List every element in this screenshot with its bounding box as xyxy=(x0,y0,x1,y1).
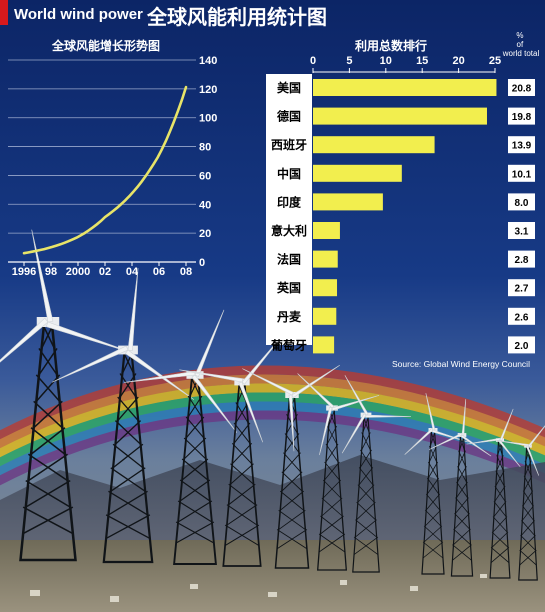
country-label: 丹麦 xyxy=(277,309,302,324)
wind-turbine xyxy=(428,399,492,577)
share-value: 2.8 xyxy=(515,255,529,266)
main-title: 全球风能利用统计图 xyxy=(146,5,327,29)
share-value: 2.0 xyxy=(515,341,529,352)
country-bar xyxy=(313,136,435,154)
line-chart-x-tick-label: 08 xyxy=(180,266,192,278)
wind-turbine xyxy=(297,373,380,571)
line-chart-y-tick-label: 20 xyxy=(199,228,211,240)
share-value: 19.8 xyxy=(512,112,532,123)
share-cell xyxy=(508,107,535,125)
share-cell xyxy=(508,164,535,182)
line-chart-y-tick-label: 0 xyxy=(199,257,205,269)
line-chart-title: 全球风能增长形势图 xyxy=(51,38,160,53)
country-bar xyxy=(313,307,337,325)
share-cell xyxy=(508,222,535,239)
line-chart-x-tick-label: 06 xyxy=(153,266,165,278)
country-bar xyxy=(313,250,338,268)
share-cell xyxy=(508,336,535,354)
country-label: 西班牙 xyxy=(271,137,307,152)
share-header-line-3: world total xyxy=(502,49,540,58)
share-value: 2.6 xyxy=(515,312,529,323)
wind-turbine xyxy=(496,425,545,581)
bar-chart-title: 利用总数排行 xyxy=(355,38,427,53)
wind-turbine xyxy=(51,268,195,564)
wind-turbine xyxy=(466,408,521,579)
bar-chart-x-tick-label: 0 xyxy=(310,55,316,67)
share-header-line-1: % xyxy=(516,31,523,40)
brand-title: World wind power xyxy=(14,6,143,23)
country-label: 英国 xyxy=(277,280,301,295)
share-value: 8.0 xyxy=(515,198,529,209)
share-cell xyxy=(508,79,535,96)
share-value: 13.9 xyxy=(512,141,532,152)
line-chart-y-axis: 0 20 40 60 80 100 120 140 xyxy=(199,55,217,269)
wind-turbine xyxy=(179,333,285,567)
share-value: 20.8 xyxy=(512,84,532,95)
country-bar xyxy=(313,222,340,239)
line-chart-x-tick-label: 2000 xyxy=(66,266,90,278)
wind-turbine xyxy=(0,229,137,562)
source-note: Source: Global Wind Energy Council xyxy=(392,359,530,369)
line-chart-y-tick-label: 80 xyxy=(199,142,211,154)
share-column: % of world total 20.8 19.8 13.9 10.1 8.0 3.1 2… xyxy=(502,31,540,354)
share-cell xyxy=(508,136,535,154)
header-accent-bar xyxy=(0,0,8,25)
share-column-header: % of world total xyxy=(502,31,540,58)
line-chart-y-tick-label: 140 xyxy=(199,55,217,67)
line-chart-y-tick-label: 60 xyxy=(199,170,211,182)
country-bar xyxy=(313,336,335,354)
bar-chart-x-tick-label: 20 xyxy=(452,55,464,67)
bar-chart-x-tick-label: 10 xyxy=(380,55,392,67)
bar-chart-x-axis: 0 5 10 15 20 25 xyxy=(310,55,501,73)
country-bar xyxy=(313,107,487,125)
wind-turbine xyxy=(404,393,469,575)
country-bar xyxy=(313,279,338,297)
country-label: 意大利 xyxy=(271,223,307,238)
country-label-panel xyxy=(266,74,312,345)
country-label: 葡萄牙 xyxy=(270,337,307,352)
wind-turbine xyxy=(242,364,340,569)
bar-chart-x-tick-label: 5 xyxy=(346,55,352,67)
wind-turbine xyxy=(341,375,411,573)
country-bar xyxy=(313,193,383,211)
line-chart-x-tick-label: 98 xyxy=(45,266,57,278)
country-label: 印度 xyxy=(277,194,302,209)
line-chart-grid xyxy=(8,59,196,263)
share-cell xyxy=(508,279,535,297)
share-header-line-2: of xyxy=(517,40,524,49)
bar-chart-x-tick-label: 25 xyxy=(489,55,501,67)
country-label: 美国 xyxy=(277,80,301,95)
growth-line xyxy=(22,85,188,255)
share-cell xyxy=(508,307,535,325)
line-chart-x-tick-label: 02 xyxy=(99,266,111,278)
line-chart-x-axis: 1996 98 2000 02 04 06 08 xyxy=(12,262,192,278)
country-label: 中国 xyxy=(277,166,301,181)
line-chart-series xyxy=(22,85,188,255)
share-cell xyxy=(508,193,535,211)
line-chart-x-tick-label: 1996 xyxy=(12,266,36,278)
line-chart-y-tick-label: 40 xyxy=(199,199,211,211)
share-cell xyxy=(508,250,535,268)
country-label: 法国 xyxy=(277,252,301,267)
country-label: 德国 xyxy=(277,109,301,124)
line-chart-y-tick-label: 120 xyxy=(199,84,217,96)
wind-turbine xyxy=(124,309,238,565)
share-value: 10.1 xyxy=(512,169,532,180)
bar-chart: 利用总数排行 0 5 10 15 20 25 美国德国西班牙中国印度意大利法国英国丹麦葡萄… xyxy=(266,31,540,354)
share-value: 3.1 xyxy=(515,227,529,238)
line-chart-x-tick-label: 04 xyxy=(126,266,139,278)
bar-chart-x-tick-label: 15 xyxy=(416,55,428,67)
share-value: 2.7 xyxy=(515,284,529,295)
country-bar xyxy=(313,79,497,96)
country-bar xyxy=(313,164,402,182)
line-chart-y-tick-label: 100 xyxy=(199,113,217,125)
